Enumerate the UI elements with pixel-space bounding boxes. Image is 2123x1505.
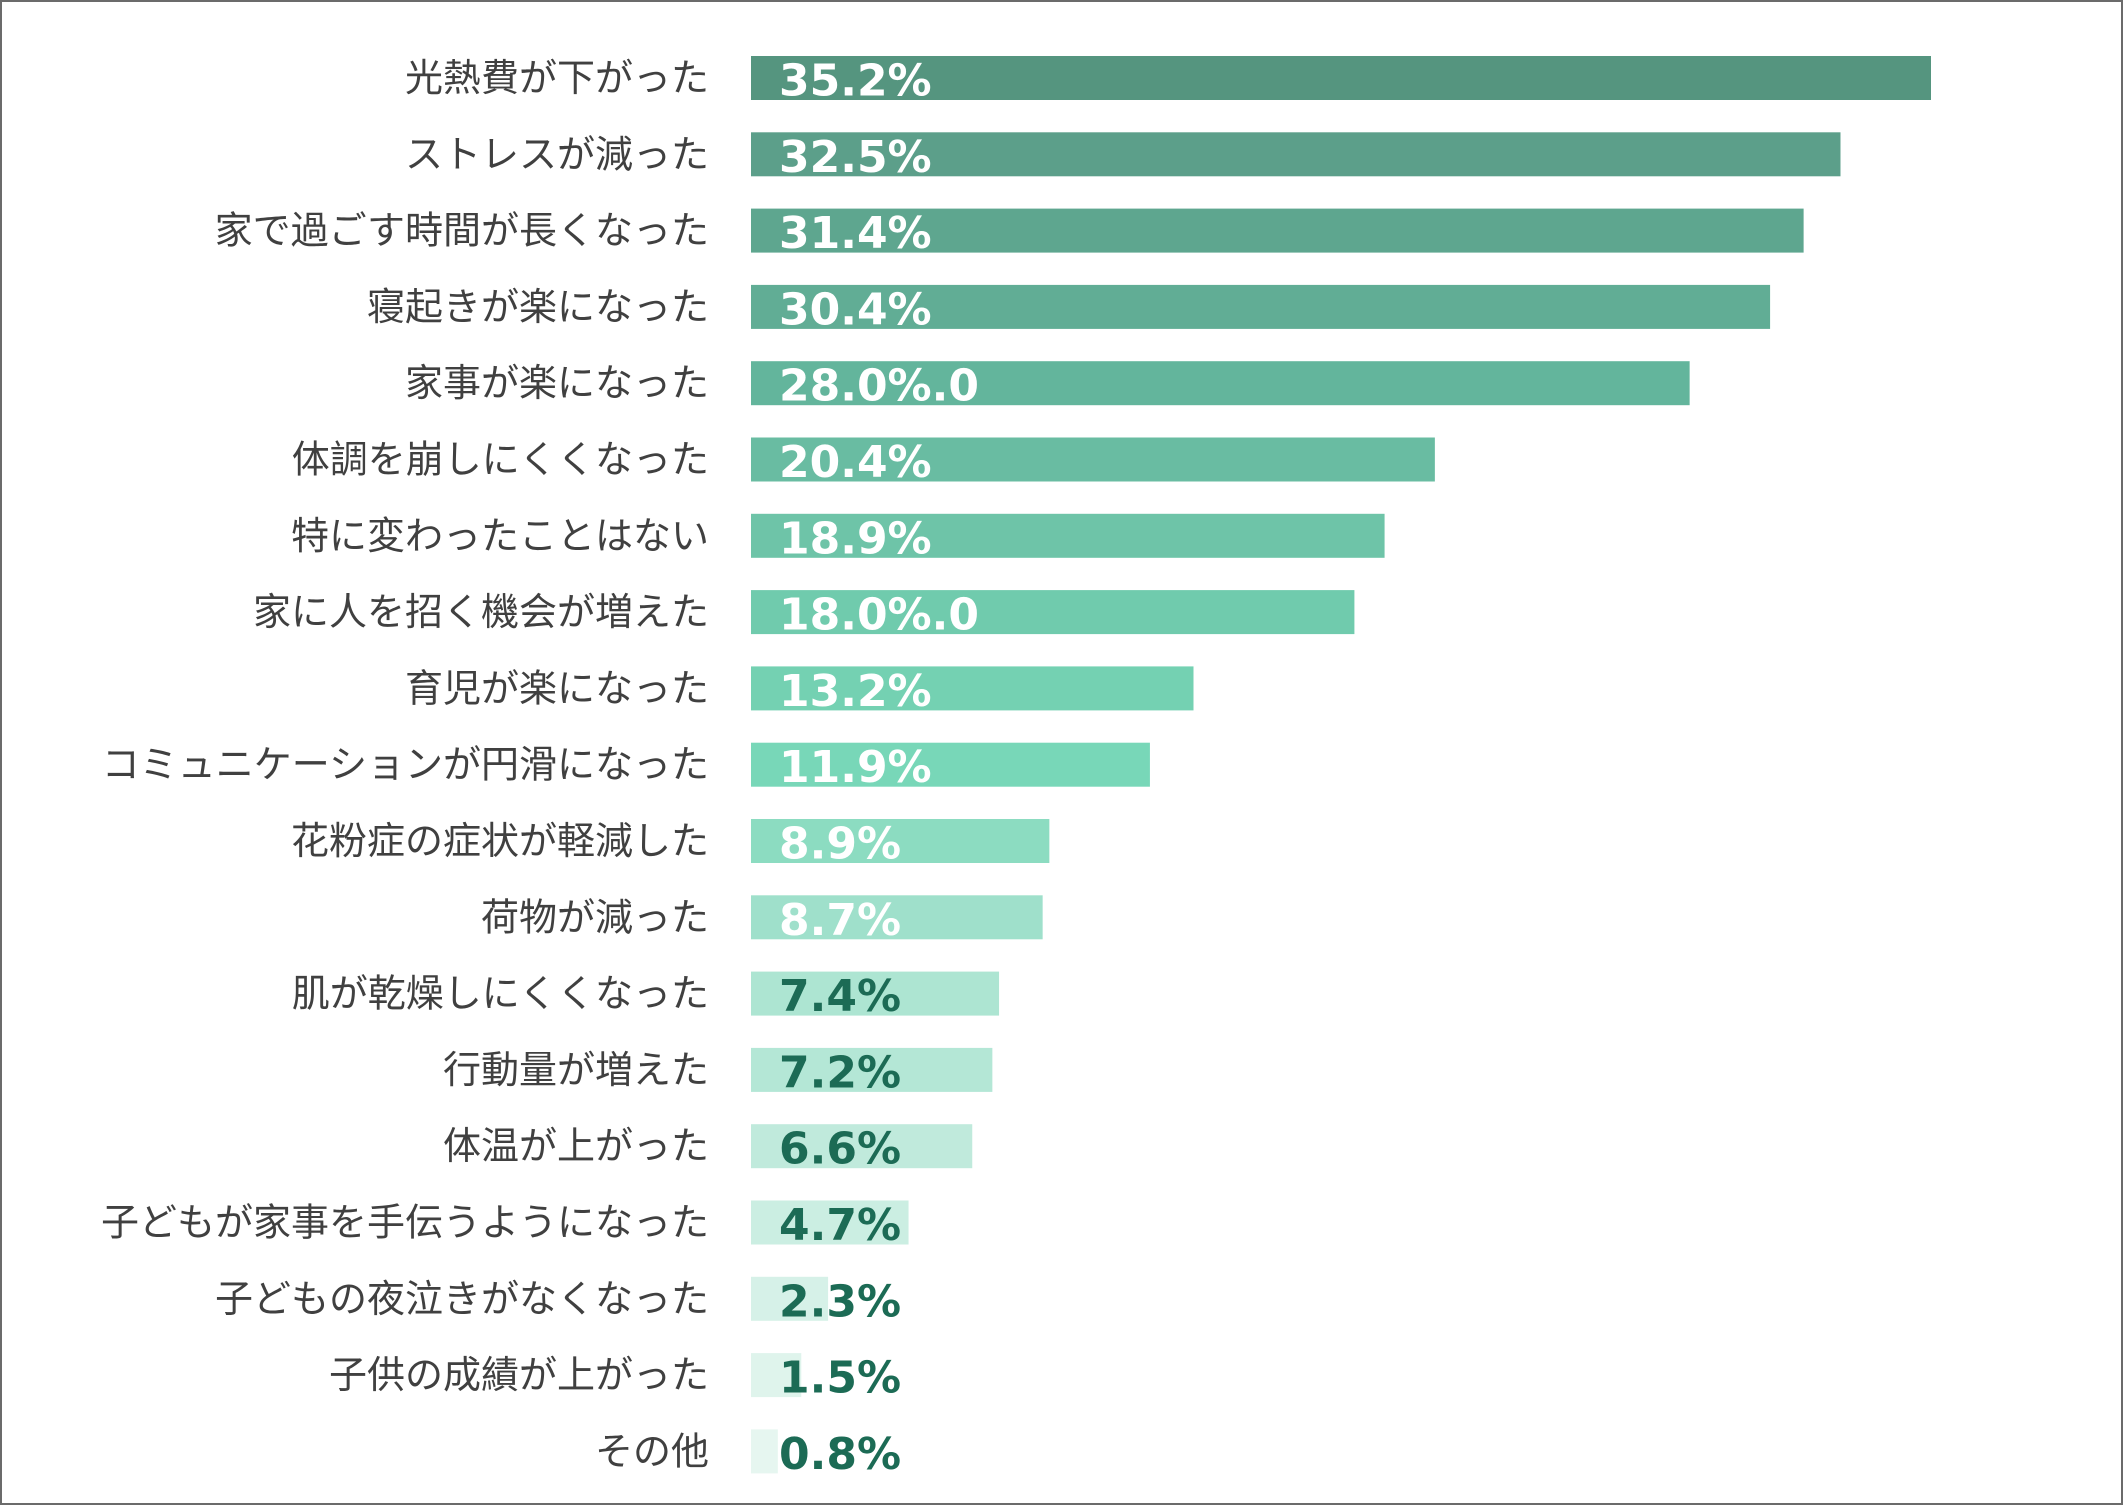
- data-label-9: 11.9%: [779, 742, 932, 793]
- data-label-16: 2.3%: [779, 1276, 901, 1327]
- category-label-5: 体調を崩しにくくなった: [292, 438, 709, 482]
- category-label-14: 体温が上がった: [443, 1124, 709, 1168]
- data-label-8: 13.2%: [779, 666, 932, 717]
- data-label-5: 20.4%: [779, 437, 932, 488]
- category-label-7: 家に人を招く機会が増えた: [253, 590, 709, 634]
- data-label-2: 31.4%: [779, 208, 932, 259]
- category-label-12: 肌が乾燥しにくくなった: [292, 972, 709, 1016]
- bar-17: [751, 1353, 802, 1398]
- bar-11: [751, 895, 1043, 940]
- category-label-1: ストレスが減った: [405, 132, 709, 176]
- bar-10: [751, 819, 1050, 863]
- category-label-0: 光熱費が下がった: [405, 56, 709, 100]
- data-label-18: 0.8%: [779, 1429, 901, 1480]
- data-label-0: 35.2%: [779, 56, 932, 107]
- bar-6: [751, 513, 1385, 558]
- bar-1: [751, 132, 1841, 177]
- bar-14: [751, 1124, 973, 1169]
- bar-12: [751, 971, 1000, 1016]
- bar-13: [751, 1047, 993, 1092]
- bar-8: [751, 666, 1194, 711]
- data-label-13: 7.2%: [779, 1047, 901, 1098]
- category-label-18: その他: [595, 1429, 709, 1473]
- data-label-10: 8.9%: [779, 819, 901, 870]
- category-label-4: 家事が楽になった: [405, 361, 709, 405]
- category-label-3: 寝起きが楽になった: [367, 285, 709, 329]
- bar-15: [751, 1200, 909, 1245]
- bar-3: [751, 284, 1771, 329]
- bar-4: [751, 361, 1690, 406]
- category-label-9: コミュニケーションが円滑になった: [102, 743, 709, 787]
- data-label-6: 18.9%: [779, 513, 932, 564]
- bar-7: [751, 590, 1355, 635]
- category-label-11: 荷物が減った: [481, 895, 709, 939]
- category-label-10: 花粉症の症状が軽減した: [291, 819, 709, 863]
- bar-16: [751, 1276, 829, 1321]
- bar-0: [751, 56, 1931, 100]
- data-label-15: 4.7%: [779, 1200, 901, 1251]
- data-label-12: 7.4%: [779, 971, 901, 1022]
- category-label-16: 子どもの夜泣きがなくなった: [215, 1277, 709, 1321]
- category-label-6: 特に変わったことはない: [291, 514, 709, 558]
- bar-18: [751, 1429, 778, 1474]
- category-label-17: 子供の成績が上がった: [329, 1353, 709, 1397]
- category-label-8: 育児が楽になった: [405, 666, 709, 710]
- data-label-14: 6.6%: [779, 1124, 901, 1175]
- data-label-7: 18.0%.0: [779, 590, 979, 641]
- category-label-2: 家で過ごす時間が長くなった: [215, 209, 709, 253]
- category-label-15: 子どもが家事を手伝うようになった: [101, 1201, 709, 1245]
- category-label-13: 行動量が増えた: [443, 1048, 709, 1092]
- data-label-11: 8.7%: [779, 895, 901, 946]
- data-label-3: 30.4%: [779, 284, 932, 335]
- data-label-4: 28.0%.0: [779, 361, 979, 412]
- bar-5: [751, 437, 1435, 482]
- bar-2: [751, 208, 1804, 253]
- data-label-17: 1.5%: [779, 1353, 901, 1404]
- data-label-1: 32.5%: [779, 132, 932, 183]
- bar-9: [751, 742, 1150, 787]
